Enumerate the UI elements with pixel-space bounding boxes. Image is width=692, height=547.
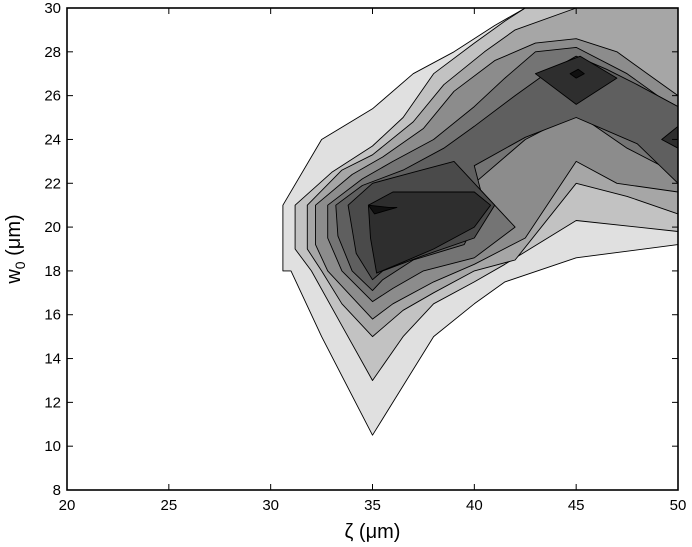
x-tick-label: 20 (59, 497, 76, 514)
y-axis: 8 10 12 14 16 18 20 22 24 26 28 30 (44, 0, 678, 499)
y-axis-label-main: w (3, 269, 25, 285)
x-tick-label: 25 (160, 497, 177, 514)
contour-region-7 (367, 191, 492, 274)
y-tick-label: 16 (44, 307, 61, 324)
contour-region-8 (534, 55, 618, 105)
x-axis: 20 25 30 35 40 45 50 (59, 8, 687, 514)
x-axis-label: ζ (μm) (345, 521, 401, 543)
y-tick-label: 12 (44, 394, 61, 411)
x-tick-label: 35 (364, 497, 381, 514)
plot-area (282, 7, 679, 436)
y-axis-label-subscript: 0 (12, 261, 28, 269)
y-tick-label: 22 (44, 175, 61, 192)
x-tick-label: 40 (466, 497, 483, 514)
y-tick-label: 26 (44, 88, 61, 105)
y-tick-label: 30 (44, 0, 61, 17)
y-axis-label-unit: (μm) (3, 214, 25, 261)
y-axis-label: w0 (μm) (3, 214, 28, 284)
y-tick-label: 18 (44, 263, 61, 280)
y-tick-label: 10 (44, 438, 61, 455)
contour-region-10 (367, 204, 398, 215)
y-tick-label: 8 (53, 482, 61, 499)
x-tick-label: 45 (568, 497, 585, 514)
x-tick-label: 50 (670, 497, 687, 514)
y-tick-label: 24 (44, 131, 61, 148)
y-tick-label: 14 (44, 351, 61, 368)
y-tick-label: 28 (44, 44, 61, 61)
contour-region-11 (569, 68, 585, 79)
y-tick-label: 20 (44, 219, 61, 236)
x-tick-label: 30 (262, 497, 279, 514)
